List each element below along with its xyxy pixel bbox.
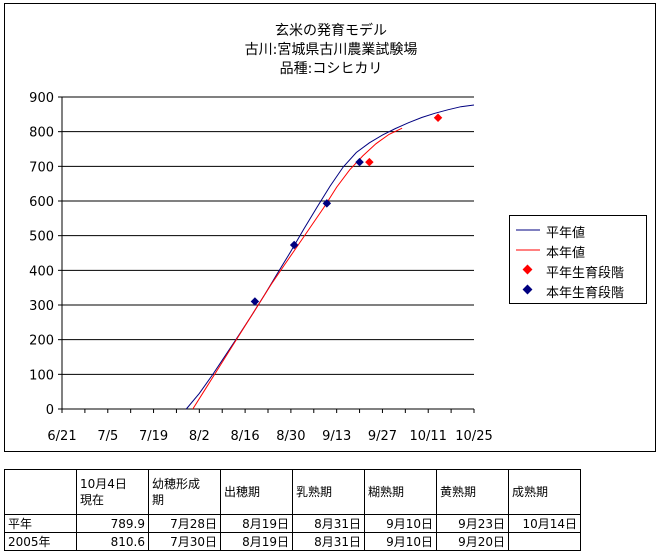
x-tick-label: 7/19: [139, 429, 168, 444]
y-tick-label: 700: [29, 160, 54, 175]
x-tick-label: 8/16: [231, 429, 260, 444]
table-cell: 9月10日: [364, 532, 437, 551]
table-header-row: 10月4日 現在 幼穂形成期 出穂期 乳熟期 糊熟期 黄熟期 成熟期: [4, 469, 581, 515]
legend-item-current-stage: 本年生育段階: [510, 280, 648, 301]
stage-point-current: [289, 240, 299, 250]
table-header-cell: 成熟期: [508, 469, 581, 515]
stage-point-normal: [433, 113, 443, 123]
legend-item-current-line: 本年値: [510, 240, 648, 261]
table-row-normal: 平年 789.9 7月28日 8月19日 8月31日 9月10日 9月23日 1…: [4, 514, 581, 533]
legend-key-current-stage: [522, 284, 533, 295]
stage-point-current: [355, 157, 364, 167]
chart-frame: 玄米の発育モデル 古川:宮城県古川農業試験場 品種:コシヒカリ 0 100 200 3…: [4, 3, 656, 452]
stage-point-current: [322, 199, 332, 208]
stage-table: 10月4日 現在 幼穂形成期 出穂期 乳熟期 糊熟期 黄熟期 成熟期 平年 789…: [4, 469, 581, 551]
table-header-cell: 出穂期: [220, 469, 293, 515]
table-header-cell: 糊熟期: [364, 469, 437, 515]
legend-key-normal-stage: [522, 264, 533, 275]
table-cell: 10月14日: [508, 514, 581, 533]
series-line-current: [192, 127, 403, 410]
table-cell: 7月30日: [148, 532, 221, 551]
table-cell: 9月10日: [364, 514, 437, 533]
x-tick-label: 9/13: [322, 429, 351, 444]
x-tick-label: 10/25: [455, 429, 492, 444]
x-tick-label: 10/11: [409, 429, 446, 444]
y-tick-label: 200: [29, 334, 54, 349]
table-header-cell: 10月4日 現在: [76, 469, 149, 515]
legend-label-normal-line: 平年値: [546, 226, 586, 241]
table-cell: 9月23日: [436, 514, 509, 533]
legend-label-normal-stage: 平年生育段階: [546, 266, 625, 281]
table-cell: 8月19日: [220, 514, 293, 533]
table-cell: 7月28日: [148, 514, 221, 533]
chart-title: 玄米の発育モデル: [275, 23, 387, 39]
table-header-cell: 乳熟期: [292, 469, 365, 515]
y-tick-label: 500: [29, 230, 54, 245]
table-header-cell: 黄熟期: [436, 469, 509, 515]
y-tick-label: 800: [29, 126, 54, 141]
legend-item-normal-line: 平年値: [510, 220, 648, 241]
table-header-cell: [4, 469, 77, 515]
x-tick-label: 7/5: [97, 429, 118, 444]
legend: 平年値 本年値 平年生育段階 本年生育段階: [509, 215, 647, 304]
legend-label-current-stage: 本年生育段階: [546, 286, 625, 301]
y-tick-label: 300: [29, 299, 54, 314]
x-tick-label: 6/21: [47, 429, 76, 444]
x-tick-label: 8/30: [276, 429, 305, 444]
y-tick-label: 100: [29, 368, 54, 383]
legend-key-normal-line: [516, 229, 540, 231]
table-row-2005: 2005年 810.6 7月30日 8月19日 8月31日 9月10日 9月20…: [4, 532, 581, 551]
table-cell: 8月19日: [220, 532, 293, 551]
stage-point-normal: [365, 157, 374, 167]
x-tick-label: 8/2: [189, 429, 210, 444]
table-cell: 8月31日: [292, 532, 365, 551]
table-header-cell: 幼穂形成期: [148, 469, 221, 515]
stage-point-current: [250, 297, 260, 306]
legend-key-current-line: [516, 249, 540, 251]
y-tick-label: 0: [46, 403, 54, 418]
table-cell: 810.6: [76, 532, 149, 551]
x-tick-label: 9/27: [368, 429, 397, 444]
series-line-normal: [185, 104, 475, 410]
table-cell: [508, 532, 581, 551]
chart-plot: 0 100 200 300 400 500 600 700 800 900 6/21 7/5 7/19 8…: [29, 91, 493, 444]
chart-subtitle-variety: 品種:コシヒカリ: [279, 61, 383, 77]
y-tick-label: 600: [29, 195, 54, 210]
table-cell: 9月20日: [436, 532, 509, 551]
table-cell: 2005年: [4, 532, 77, 551]
chart-subtitle-location: 古川:宮城県古川農業試験場: [244, 42, 418, 58]
legend-item-normal-stage: 平年生育段階: [510, 260, 648, 281]
table-cell: 平年: [4, 514, 77, 533]
legend-label-current-line: 本年値: [546, 246, 586, 261]
table-cell: 8月31日: [292, 514, 365, 533]
y-tick-label: 400: [29, 264, 54, 279]
table-cell: 789.9: [76, 514, 149, 533]
y-tick-label: 900: [29, 91, 54, 106]
